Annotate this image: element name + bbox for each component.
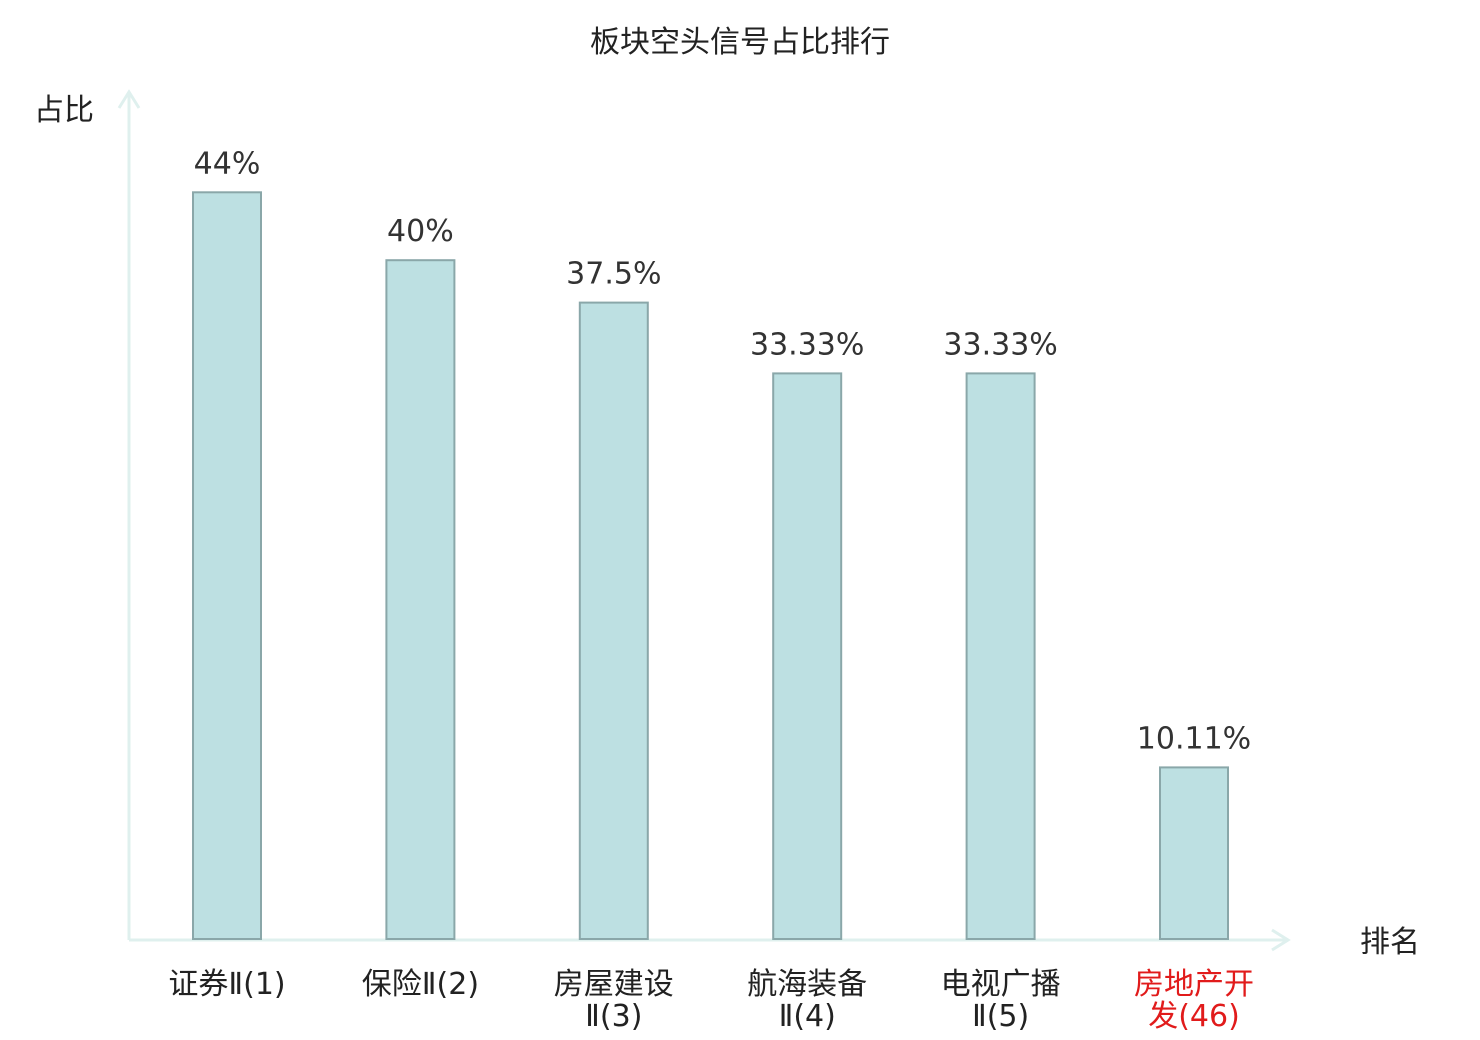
bar [1159,766,1229,941]
category-label: 房地产开发(46) [1134,967,1254,1034]
axes [117,89,1291,952]
category-label: 证券Ⅱ(1) [168,967,285,1002]
bar [772,372,843,940]
category-label: 电视广播 Ⅱ(5) [941,967,1061,1034]
bar [578,301,649,941]
y-axis-arrow [117,89,141,109]
bar [192,191,262,941]
category-labels-group: 证券Ⅱ(1) 保险Ⅱ(2) 房屋建设 Ⅱ(3) 航海装备 Ⅱ(4) 电视广播 Ⅱ(5) 房地产开… [168,967,1254,1034]
x-axis-label: 排名 [1360,925,1420,960]
bar [385,259,456,940]
bar-value-label: 33.33% [750,327,864,362]
value-labels-group: 44% 40% 37.5% 33.33% 33.33% 10.11% [194,146,1252,756]
category-label: 保险Ⅱ(2) [362,967,479,1002]
category-label: 房屋建设 Ⅱ(3) [554,967,674,1034]
bar-value-label: 10.11% [1137,721,1251,756]
bar-value-label: 40% [387,214,454,249]
bars-group [192,191,1229,941]
y-axis-label: 占比 [34,93,94,128]
bar [965,372,1036,940]
chart-title: 板块空头信号占比排行 [590,25,890,60]
bar-value-label: 33.33% [943,327,1057,362]
bar-value-label: 37.5% [566,257,661,292]
x-axis-arrow [1271,928,1291,952]
bar-value-label: 44% [194,146,261,181]
category-label: 航海装备 Ⅱ(4) [747,967,867,1034]
